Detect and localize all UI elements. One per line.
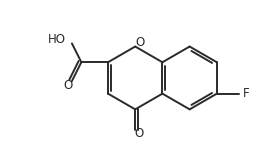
Text: O: O [135,127,144,140]
Text: HO: HO [48,33,66,46]
Text: O: O [135,36,145,49]
Text: F: F [243,87,250,100]
Text: O: O [63,80,73,93]
